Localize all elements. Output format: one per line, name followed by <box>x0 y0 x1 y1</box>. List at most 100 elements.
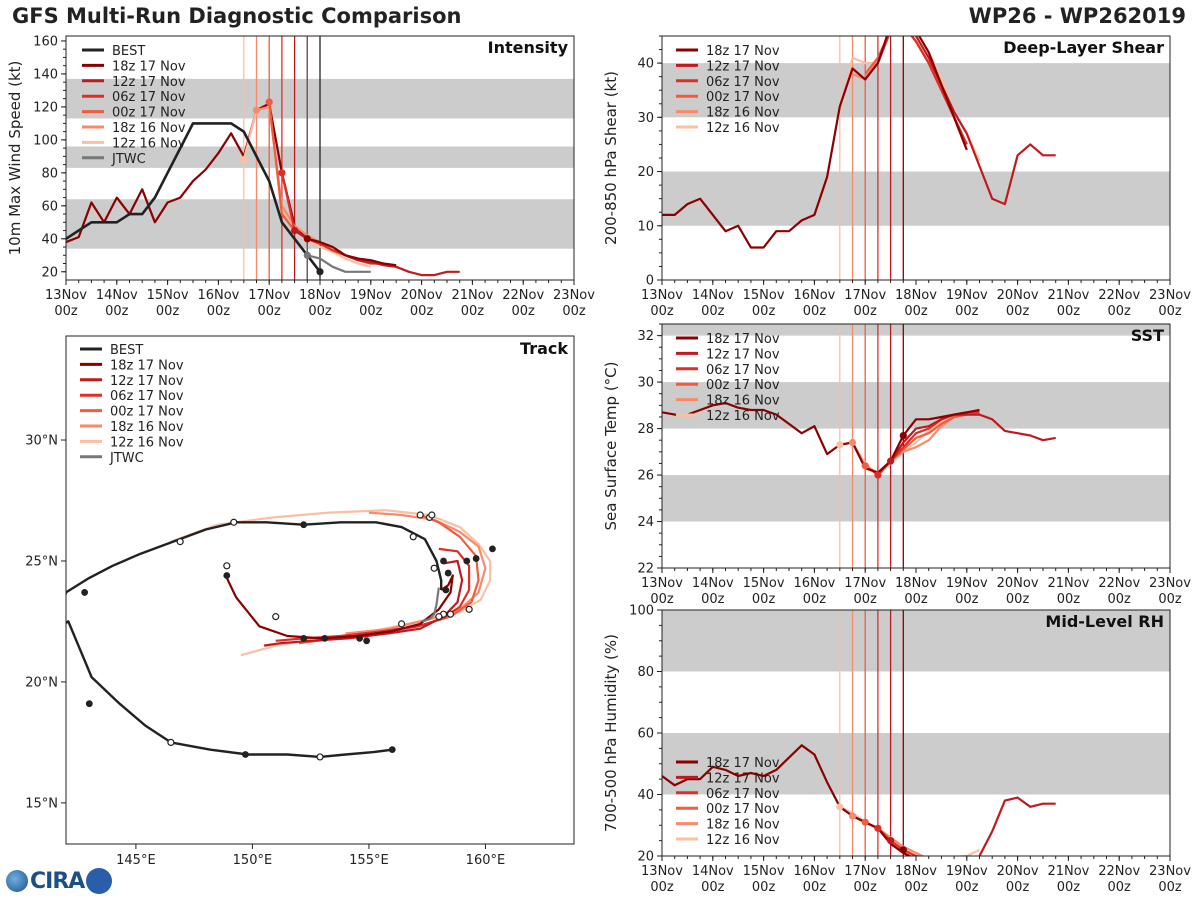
satellite-icon <box>86 868 113 894</box>
shear-xtick-label: 00z <box>650 304 674 319</box>
sst-legend-label-1: 12z 17 Nov <box>706 347 780 362</box>
sst-xtick-label: 00z <box>701 592 725 607</box>
intensity-series-group <box>66 98 460 277</box>
track-marker-open <box>223 562 231 570</box>
sst-xtick-label: 00z <box>1057 592 1081 607</box>
intensity-best-end-point <box>316 268 324 276</box>
sst-legend-label-3: 00z 17 Nov <box>706 378 780 393</box>
shear-ytick-label: 0 <box>646 274 654 289</box>
rh-xtick-label: 19Nov <box>946 864 988 879</box>
rh-band-1 <box>662 610 1170 672</box>
rh-xtick-label: 22Nov <box>1098 864 1140 879</box>
sst-legend-label-0: 18z 17 Nov <box>706 332 780 347</box>
intensity-run-start-12z-16-nov <box>240 156 248 164</box>
track-frame <box>65 335 575 845</box>
track-legend-label-7: JTWC <box>109 451 144 466</box>
cira-logo: CIRA <box>6 866 113 896</box>
shear-legend-label-4: 18z 16 Nov <box>706 106 780 121</box>
shear-xtick-label: 19Nov <box>946 288 988 303</box>
rh-band-0 <box>662 733 1170 795</box>
sst-ytick-label: 28 <box>637 422 654 437</box>
intensity-xtick-label: 14Nov <box>96 288 138 303</box>
intensity-xtick-label: 15Nov <box>147 288 189 303</box>
track-marker-filled <box>81 589 89 596</box>
track-marker-filled <box>363 637 371 645</box>
sst-run-start-18z-17-nov <box>899 431 907 440</box>
rh-xtick-label: 13Nov <box>641 864 683 879</box>
intensity-xtick-label: 23Nov <box>553 288 595 303</box>
track-marker-open <box>397 620 406 628</box>
rh-ytick-label: 80 <box>637 665 654 680</box>
rh-xtick-label: 00z <box>1006 880 1030 895</box>
track-ytick-label: 30°N <box>25 434 58 449</box>
shear-xtick-label: 22Nov <box>1098 288 1140 303</box>
sst-ytick-label: 30 <box>637 376 654 391</box>
shear-legend-label-5: 12z 16 Nov <box>706 121 780 136</box>
sst-run-start-12z-16-nov <box>836 441 844 449</box>
intensity-xtick-label: 17Nov <box>248 288 290 303</box>
rh-ytick-label: 100 <box>629 604 654 619</box>
sst-run-start-18z-16-nov <box>848 438 857 447</box>
sst-panel-title: SST <box>1131 326 1164 345</box>
rh-xtick-label: 00z <box>955 880 979 895</box>
track-marker-filled <box>442 586 450 594</box>
track-line-06z-17-nov <box>275 547 471 642</box>
intensity-ytick-label: 140 <box>33 67 58 82</box>
sst-ylabel: Sea Surface Temp (°C) <box>602 361 620 530</box>
shear-band-0 <box>662 171 1170 226</box>
rh-xtick-label: 18Nov <box>895 864 937 879</box>
shear-ytick-label: 30 <box>637 111 654 126</box>
track-marker-open <box>446 610 455 618</box>
sst-run-start-12z-17-nov <box>887 457 895 465</box>
intensity-xtick-label: 16Nov <box>197 288 239 303</box>
intensity-xtick-label: 22Nov <box>502 288 544 303</box>
intensity-xtick-label: 21Nov <box>451 288 493 303</box>
rh-run-start-12z-16-nov <box>836 803 844 811</box>
intensity-legend-label-5: 18z 16 Nov <box>112 121 186 136</box>
rh-legend-label-0: 18z 17 Nov <box>706 756 780 771</box>
rh-xtick-label: 20Nov <box>997 864 1039 879</box>
track-marker-filled <box>440 557 447 565</box>
sst-ytick-label: 24 <box>637 515 654 530</box>
track-marker-filled <box>463 557 471 565</box>
rh-xtick-label: 14Nov <box>692 864 734 879</box>
track-marker-filled <box>321 634 329 642</box>
sst-run-start-06z-17-nov <box>874 471 882 479</box>
rh-xtick-label: 00z <box>854 880 878 895</box>
intensity-xtick-label: 00z <box>461 304 485 319</box>
intensity-xtick-label: 00z <box>308 304 332 319</box>
intensity-legend-label-7: JTWC <box>111 152 146 167</box>
track-legend-label-6: 12z 16 Nov <box>110 435 184 450</box>
intensity-panel-title: Intensity <box>488 38 569 57</box>
rh-line-12z-17-nov <box>889 796 1056 856</box>
sst-xtick-label: 17Nov <box>844 576 886 591</box>
sst-xtick-label: 00z <box>904 592 928 607</box>
intensity-run-start-12z-17-nov <box>291 226 299 235</box>
track-xtick-label: 145°E <box>116 853 156 868</box>
sst-xtick-label: 00z <box>955 592 979 607</box>
intensity-xtick-label: 00z <box>258 304 282 319</box>
intensity-ytick-label: 100 <box>33 133 58 148</box>
sst-xtick-label: 21Nov <box>1047 576 1089 591</box>
intensity-ytick-label: 80 <box>41 166 58 181</box>
intensity-ytick-label: 20 <box>41 265 58 280</box>
sst-band-0 <box>662 475 1170 522</box>
shear-xtick-label: 00z <box>955 304 979 319</box>
shear-xtick-label: 23Nov <box>1149 288 1191 303</box>
track-ytick-label: 25°N <box>25 554 58 569</box>
track-marker-open <box>316 753 324 761</box>
shear-xtick-label: 00z <box>854 304 878 319</box>
shear-xtick-label: 00z <box>1006 304 1030 319</box>
sst-xtick-label: 22Nov <box>1098 576 1140 591</box>
sst-xtick-label: 00z <box>854 592 878 607</box>
shear-xtick-label: 00z <box>701 304 725 319</box>
track-xtick-label: 155°E <box>349 853 389 868</box>
rh-series-group <box>662 744 1056 856</box>
shear-ytick-label: 20 <box>637 165 654 180</box>
sst-xtick-label: 14Nov <box>692 576 734 591</box>
rh-run-start-12z-17-nov <box>887 837 895 845</box>
sst-xtick-label: 00z <box>803 592 827 607</box>
track-ytick-label: 20°N <box>25 675 58 690</box>
intensity-xtick-label: 00z <box>54 304 78 319</box>
